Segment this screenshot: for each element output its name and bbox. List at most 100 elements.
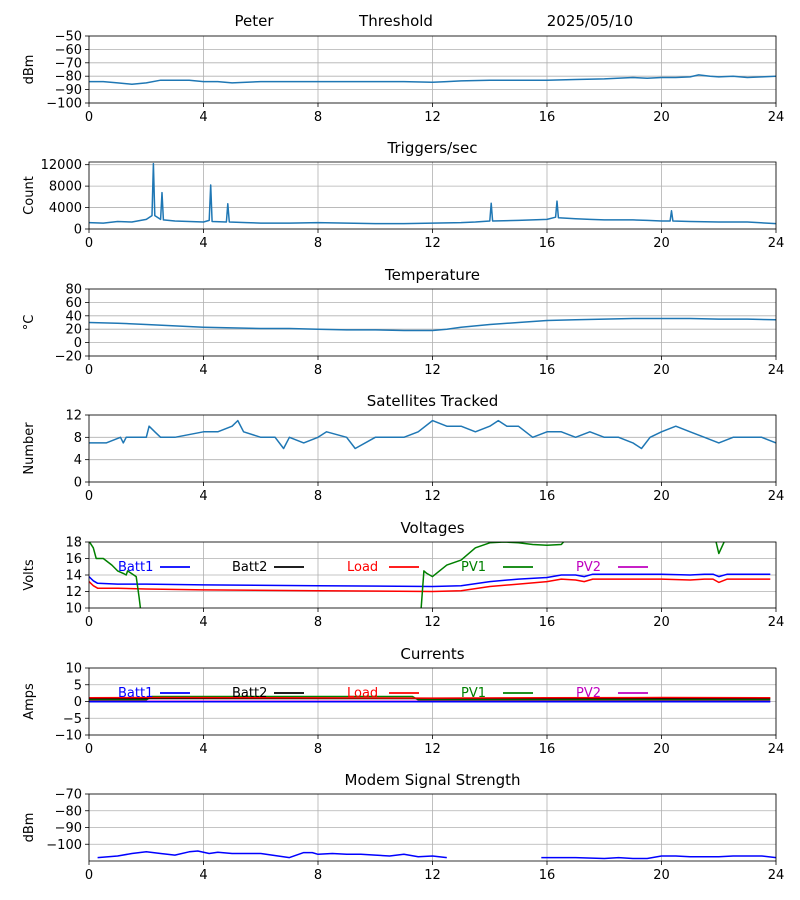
x-tick-label: 8 bbox=[314, 110, 322, 125]
y-tick-label: −20 bbox=[55, 350, 82, 365]
chart-title: Modem Signal Strength bbox=[345, 771, 521, 789]
x-tick-label: 4 bbox=[199, 742, 207, 757]
x-tick-label: 0 bbox=[85, 236, 93, 251]
x-tick-label: 8 bbox=[314, 615, 322, 630]
chart-title: Voltages bbox=[400, 519, 464, 537]
series-line-load bbox=[89, 696, 771, 699]
y-tick-label: −80 bbox=[55, 70, 82, 85]
x-tick-label: 4 bbox=[199, 363, 207, 378]
y-tick-label: 0 bbox=[74, 476, 82, 491]
x-tick-label: 16 bbox=[539, 742, 556, 757]
chart-title: Temperature bbox=[384, 266, 480, 284]
series-line-modem bbox=[541, 855, 776, 860]
x-tick-label: 12 bbox=[424, 868, 441, 883]
y-axis-label: Amps bbox=[22, 683, 37, 720]
chart-panel-triggers: 0 4 8 12 16 20 24 0 4000 8000 12000 Count Triggers/s… bbox=[22, 139, 784, 251]
x-tick-label: 0 bbox=[85, 489, 93, 504]
y-axis-label: dBm bbox=[22, 813, 37, 843]
chart-title: Satellites Tracked bbox=[367, 392, 498, 410]
y-tick-label: 5 bbox=[74, 678, 82, 693]
x-tick-label: 12 bbox=[424, 236, 441, 251]
y-axis-label: °C bbox=[22, 315, 37, 331]
x-tick-label: 20 bbox=[653, 363, 670, 378]
y-tick-label: 10 bbox=[65, 662, 82, 677]
y-tick-label: 12000 bbox=[41, 158, 82, 173]
x-tick-label: 16 bbox=[539, 236, 556, 251]
x-tick-label: 0 bbox=[85, 742, 93, 757]
y-tick-label: 80 bbox=[65, 283, 82, 298]
y-tick-label: 0 bbox=[74, 223, 82, 238]
y-tick-label: −100 bbox=[46, 97, 82, 112]
chart-title: Triggers/sec bbox=[387, 139, 478, 157]
x-tick-label: 4 bbox=[199, 110, 207, 125]
x-tick-label: 24 bbox=[768, 868, 785, 883]
x-tick-label: 24 bbox=[768, 363, 785, 378]
x-tick-label: 0 bbox=[85, 110, 93, 125]
legend-label: Batt1 bbox=[118, 686, 153, 701]
y-tick-label: −10 bbox=[55, 729, 82, 744]
x-tick-label: 24 bbox=[768, 489, 785, 504]
y-tick-label: 8000 bbox=[49, 180, 82, 195]
y-tick-label: 8 bbox=[74, 431, 82, 446]
chart-panel-satellites: 0 4 8 12 16 20 24 0 4 8 12 Number Satellites Tracked bbox=[22, 392, 784, 504]
legend-label: Batt2 bbox=[232, 686, 267, 701]
y-tick-label: 10 bbox=[65, 602, 82, 617]
series-line-batt1 bbox=[89, 573, 771, 588]
header-right: 2025/05/10 bbox=[547, 12, 633, 30]
y-tick-label: −50 bbox=[55, 30, 82, 45]
legend-item-batt2: Batt2 bbox=[232, 686, 304, 701]
x-tick-label: 16 bbox=[539, 615, 556, 630]
legend-item-load: Load bbox=[347, 560, 419, 575]
y-axis-label: Volts bbox=[22, 559, 37, 591]
x-tick-label: 24 bbox=[768, 236, 785, 251]
chart-title: Currents bbox=[400, 645, 464, 663]
series-line-temperature bbox=[89, 317, 776, 332]
series-line-modem bbox=[97, 850, 447, 859]
x-tick-label: 4 bbox=[199, 615, 207, 630]
series-line-satellites bbox=[89, 419, 776, 450]
x-tick-label: 20 bbox=[653, 110, 670, 125]
series-line-pv1 bbox=[715, 542, 725, 555]
series-line-pv1 bbox=[89, 542, 142, 608]
legend-item-pv2: PV2 bbox=[576, 560, 648, 575]
y-tick-label: 4000 bbox=[49, 201, 82, 216]
y-tick-label: 40 bbox=[65, 309, 82, 324]
x-tick-label: 4 bbox=[199, 236, 207, 251]
legend-label: PV2 bbox=[576, 686, 601, 701]
x-tick-label: 0 bbox=[85, 615, 93, 630]
legend-item-load: Load bbox=[347, 686, 419, 701]
legend-item-pv2: PV2 bbox=[576, 686, 648, 701]
y-tick-label: −100 bbox=[46, 838, 82, 853]
y-tick-label: −80 bbox=[55, 804, 82, 819]
x-tick-label: 12 bbox=[424, 489, 441, 504]
x-tick-label: 8 bbox=[314, 363, 322, 378]
series-line-pv1 bbox=[420, 542, 565, 608]
y-axis-label: Number bbox=[22, 422, 37, 475]
x-tick-label: 20 bbox=[653, 868, 670, 883]
series-line-load bbox=[89, 578, 771, 593]
x-tick-label: 24 bbox=[768, 742, 785, 757]
legend-label: PV1 bbox=[461, 686, 486, 701]
legend-label: PV2 bbox=[576, 560, 601, 575]
y-tick-label: 20 bbox=[65, 323, 82, 338]
legend-label: PV1 bbox=[461, 560, 486, 575]
x-tick-label: 20 bbox=[653, 236, 670, 251]
chart-panel-modem: 0 4 8 12 16 20 24 −100 −90 −80−70 dBm Modem Signal … bbox=[22, 771, 784, 883]
x-tick-label: 20 bbox=[653, 742, 670, 757]
y-tick-label: 14 bbox=[65, 569, 82, 584]
series-line-triggers bbox=[89, 162, 776, 225]
y-tick-label: −70 bbox=[55, 788, 82, 803]
header-left: Peter bbox=[234, 12, 274, 30]
x-tick-label: 12 bbox=[424, 615, 441, 630]
series-line-threshold bbox=[89, 74, 776, 85]
y-tick-label: 18 bbox=[65, 536, 82, 551]
x-tick-label: 16 bbox=[539, 363, 556, 378]
y-tick-label: 4 bbox=[74, 453, 82, 468]
y-tick-label: −5 bbox=[63, 712, 82, 727]
x-tick-label: 8 bbox=[314, 868, 322, 883]
legend-label: Batt2 bbox=[232, 560, 267, 575]
y-tick-label: 12 bbox=[65, 585, 82, 600]
y-tick-label: 0 bbox=[74, 336, 82, 351]
x-tick-label: 0 bbox=[85, 363, 93, 378]
